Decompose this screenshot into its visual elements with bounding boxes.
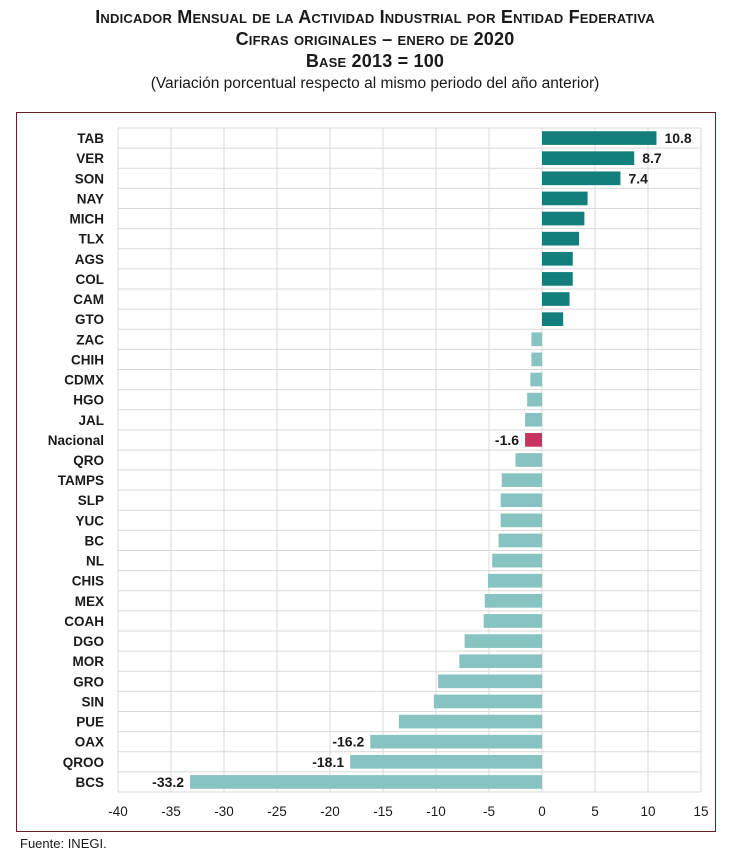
category-label: SLP bbox=[78, 493, 104, 508]
bar-col bbox=[542, 272, 573, 286]
category-label: GTO bbox=[75, 312, 104, 327]
x-tick-label: 15 bbox=[693, 804, 708, 819]
category-label: SON bbox=[75, 171, 104, 186]
bar-qro bbox=[515, 453, 542, 467]
category-label: PUE bbox=[76, 715, 104, 730]
data-label: 7.4 bbox=[628, 170, 648, 186]
grid-layer bbox=[117, 127, 702, 793]
x-tick-label: 10 bbox=[640, 804, 655, 819]
x-tick-label: -5 bbox=[483, 804, 495, 819]
category-label: CDMX bbox=[64, 373, 104, 388]
data-label: -1.6 bbox=[495, 432, 519, 448]
data-label: 10.8 bbox=[664, 130, 691, 146]
category-label: QROO bbox=[63, 755, 104, 770]
chart-subtitle-base: Base 2013 = 100 bbox=[305, 51, 445, 71]
category-label: COAH bbox=[64, 614, 104, 629]
bar-qroo bbox=[350, 754, 542, 769]
category-label: NAY bbox=[77, 191, 104, 206]
category-label: DGO bbox=[73, 634, 104, 649]
x-tick-label: -20 bbox=[320, 804, 340, 819]
category-label: GRO bbox=[73, 674, 104, 689]
category-label: BC bbox=[85, 533, 105, 548]
category-label: TAMPS bbox=[58, 473, 104, 488]
x-tick-label: -30 bbox=[214, 804, 234, 819]
category-label: NL bbox=[86, 554, 104, 569]
bar-mich bbox=[542, 211, 585, 226]
category-label: CAM bbox=[73, 292, 104, 307]
title-block: Indicador Mensual de la Actividad Indust… bbox=[0, 6, 750, 94]
category-label: TAB bbox=[77, 131, 104, 146]
category-label: MICH bbox=[70, 212, 105, 227]
bar-bc bbox=[498, 533, 542, 548]
category-label: CHIH bbox=[71, 352, 104, 367]
x-tick-label: -35 bbox=[161, 804, 181, 819]
category-label: VER bbox=[76, 151, 104, 166]
category-label: ZAC bbox=[76, 332, 104, 347]
x-tick-label: -15 bbox=[373, 804, 393, 819]
bar-tamps bbox=[501, 473, 542, 487]
category-label: MOR bbox=[73, 654, 105, 669]
category-label: MEX bbox=[75, 594, 104, 609]
category-label: TLX bbox=[79, 232, 105, 247]
bar-zac bbox=[531, 332, 542, 347]
bar-mor bbox=[459, 654, 542, 669]
data-label: -16.2 bbox=[332, 734, 364, 750]
category-label: HGO bbox=[73, 393, 104, 408]
bar-sin bbox=[433, 694, 542, 709]
source-note: Fuente: INEGI. bbox=[20, 836, 107, 851]
chart-frame bbox=[16, 112, 716, 832]
bar-yuc bbox=[500, 513, 542, 528]
data-label: -18.1 bbox=[312, 754, 344, 770]
category-label: SIN bbox=[81, 694, 104, 709]
bar-ags bbox=[542, 251, 573, 266]
category-label: AGS bbox=[75, 252, 104, 267]
category-label: COL bbox=[76, 272, 105, 287]
chart-subtitle-figures: Cifras originales – enero de 2020 bbox=[235, 29, 515, 49]
data-label: 8.7 bbox=[642, 150, 662, 166]
bar-son bbox=[542, 171, 621, 186]
chart-subtitle-note: (Variación porcentual respecto al mismo … bbox=[150, 75, 600, 92]
x-tick-label: -40 bbox=[108, 804, 128, 819]
category-label: Nacional bbox=[48, 433, 104, 448]
bar-mex bbox=[484, 594, 542, 608]
bar-tab bbox=[542, 131, 657, 145]
x-tick-label: 0 bbox=[538, 804, 546, 819]
bar-coah bbox=[483, 614, 542, 628]
bar-pue bbox=[398, 714, 542, 729]
bar-cam bbox=[542, 292, 570, 306]
bar-ver bbox=[542, 151, 635, 166]
bar-oax bbox=[370, 734, 542, 749]
category-label: YUC bbox=[75, 513, 104, 528]
bar-nay bbox=[542, 191, 588, 206]
x-tick-label: -10 bbox=[426, 804, 446, 819]
label-layer: -40 -35 -30 -25 -20 -15 -10 -5 0 5 10 15 TAB 10.8 VER 8… bbox=[48, 130, 709, 819]
bar-hgo bbox=[527, 392, 542, 407]
bar-gro bbox=[438, 674, 542, 689]
x-tick-label: -25 bbox=[267, 804, 287, 819]
bar-gto bbox=[542, 312, 564, 326]
category-label: QRO bbox=[73, 453, 104, 468]
bar-tlx bbox=[542, 231, 580, 246]
x-tick-label: 5 bbox=[591, 804, 599, 819]
bar-bcs bbox=[190, 775, 542, 789]
bar-chis bbox=[487, 573, 542, 588]
bar-nacional bbox=[525, 433, 542, 447]
bar-cdmx bbox=[530, 372, 542, 387]
bar-chih bbox=[531, 352, 542, 367]
chart-title: Indicador Mensual de la Actividad Indust… bbox=[95, 7, 655, 27]
bar-slp bbox=[500, 493, 542, 508]
bar-jal bbox=[525, 412, 542, 427]
bar-layer bbox=[190, 131, 657, 789]
bar-dgo bbox=[464, 634, 542, 648]
category-label: JAL bbox=[78, 413, 104, 428]
category-label: BCS bbox=[75, 775, 104, 790]
category-label: OAX bbox=[75, 735, 104, 750]
data-label: -33.2 bbox=[152, 774, 184, 790]
category-label: CHIS bbox=[72, 574, 104, 589]
bar-nl bbox=[492, 553, 542, 568]
